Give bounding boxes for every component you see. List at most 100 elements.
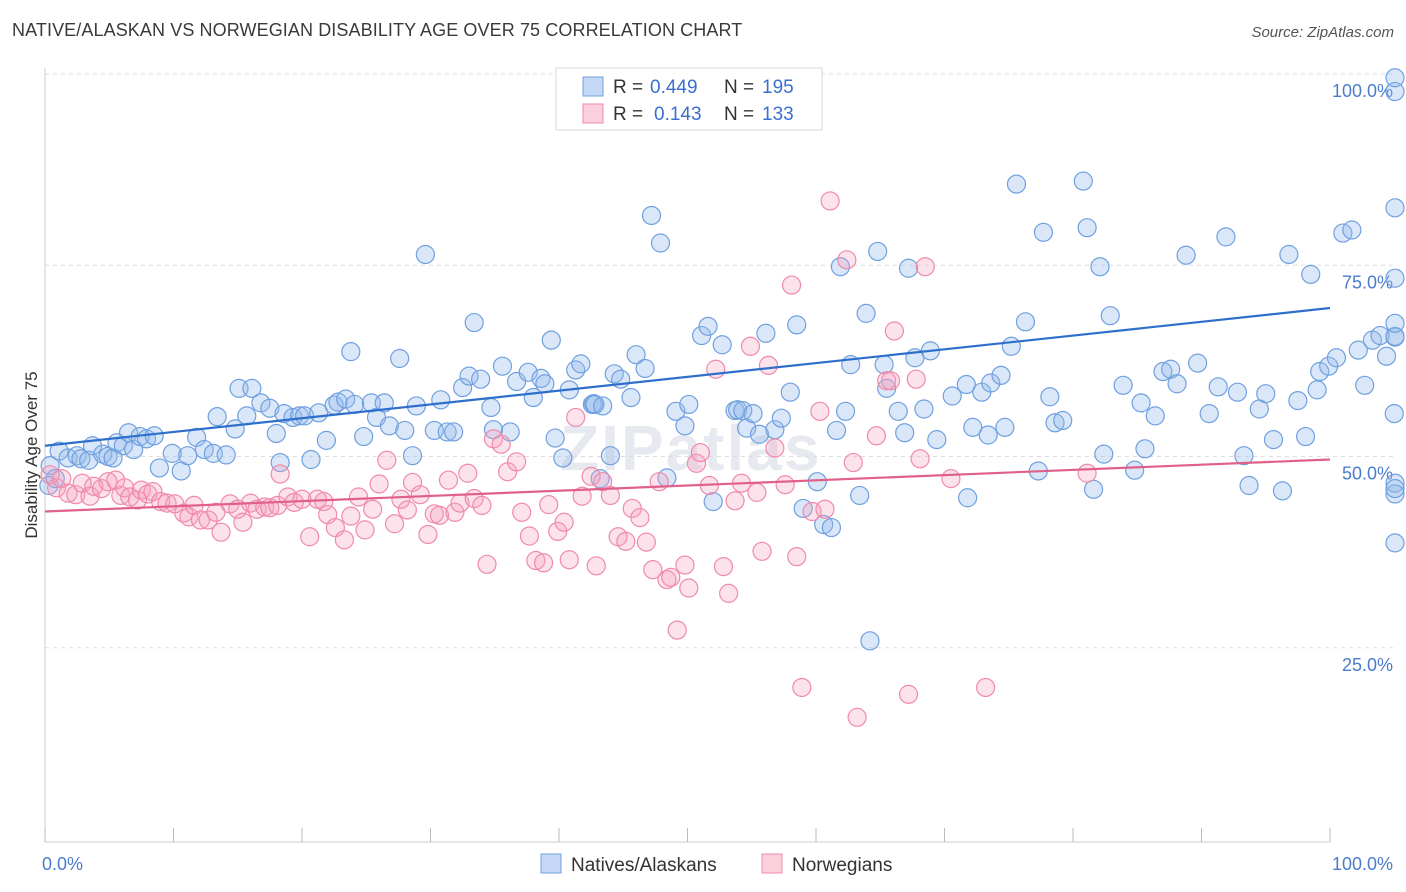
point-norwegians [127,490,148,510]
point-natives-alaskans [787,315,807,335]
series-legend: Natives/Alaskans Norwegians [540,853,892,876]
point-norwegians [355,520,375,540]
point-natives-alaskans [453,377,473,398]
point-norwegians [667,620,687,640]
point-natives-alaskans [728,400,748,420]
point-norwegians [815,499,835,519]
point-natives-alaskans [379,416,399,436]
y-tick-label: 50.0% [1342,464,1393,484]
point-natives-alaskans [1001,336,1021,356]
point-norwegians [472,495,492,515]
point-natives-alaskans [336,389,356,409]
point-natives-alaskans [1015,312,1036,332]
x-tick-label-max: 100.0% [1332,854,1393,874]
point-norwegians [206,502,226,522]
point-natives-alaskans [341,342,361,362]
point-norwegians [438,470,459,490]
point-norwegians [391,489,411,509]
point-norwegians [539,495,559,515]
point-norwegians [519,526,540,546]
point-natives-alaskans [1176,245,1196,265]
point-natives-alaskans [481,397,501,418]
point-natives-alaskans [260,398,280,418]
point-natives-alaskans [743,404,763,424]
bottom-legend-label-natives: Natives/Alaskans [571,855,717,876]
point-natives-alaskans [1006,174,1027,194]
point-natives-alaskans [963,417,983,437]
point-norwegians [190,510,211,530]
watermark: ZIPatlas [560,412,821,484]
point-norwegians [402,472,423,493]
point-norwegians [976,677,996,698]
point-natives-alaskans [1342,220,1362,240]
point-norwegians [787,547,807,567]
point-natives-alaskans [675,416,695,436]
point-norwegians [941,469,961,489]
point-norwegians [810,401,830,421]
point-norwegians [211,522,231,542]
point-norwegians [636,532,656,552]
point-natives-alaskans [635,358,655,379]
point-natives-alaskans [600,446,621,466]
point-norwegians [429,505,450,525]
point-norwegians [174,503,194,523]
point-natives-alaskans [1033,222,1054,242]
point-natives-alaskans [207,407,227,427]
legend-r-value-2: 0.143 [654,104,702,125]
point-norwegians [179,507,199,527]
point-norwegians [512,502,532,522]
point-norwegians [80,486,100,506]
point-natives-alaskans [162,443,182,463]
point-norwegians [458,463,478,483]
point-natives-alaskans [895,423,915,443]
point-natives-alaskans [1199,404,1219,424]
point-norwegians [363,499,383,519]
point-natives-alaskans [621,387,641,408]
point-natives-alaskans [531,368,551,389]
point-natives-alaskans [553,448,573,468]
point-norwegians [377,450,397,470]
point-natives-alaskans [1326,348,1347,368]
point-natives-alaskans [1125,460,1145,480]
point-natives-alaskans [1263,430,1284,450]
point-norwegians [566,407,586,428]
point-natives-alaskans [301,449,321,470]
point-natives-alaskans [1077,218,1097,238]
point-norwegians [884,321,904,341]
point-norwegians [143,482,163,502]
point-natives-alaskans [571,354,591,374]
point-natives-alaskans [471,369,491,389]
point-norwegians [820,191,840,211]
trend-line-norwegians [44,458,1331,513]
point-natives-alaskans [541,330,561,350]
point-natives-alaskans [103,448,123,468]
point-norwegians [341,506,361,526]
point-natives-alaskans [1288,390,1308,411]
point-norwegians [1077,463,1097,483]
point-natives-alaskans [1370,325,1390,346]
point-natives-alaskans [1385,268,1405,288]
point-norwegians [675,555,695,575]
point-natives-alaskans [1385,198,1405,218]
point-natives-alaskans [242,378,262,398]
point-natives-alaskans [780,382,800,402]
point-natives-alaskans [593,396,613,416]
point-natives-alaskans [860,631,880,651]
point-natives-alaskans [1094,444,1114,464]
point-natives-alaskans [402,446,423,466]
legend-n-value-2: 133 [762,104,794,125]
point-natives-alaskans [888,401,908,421]
point-norwegians [781,275,802,295]
point-norwegians [747,482,767,502]
point-natives-alaskans [444,422,464,442]
point-natives-alaskans [535,374,555,394]
point-natives-alaskans [898,258,919,278]
legend-n-label-1: N = [724,77,754,98]
point-natives-alaskans [835,401,856,421]
point-norwegians [866,426,886,446]
x-ticks [44,828,1331,842]
point-natives-alaskans [814,514,834,535]
point-natives-alaskans [1090,257,1110,277]
point-natives-alaskans [187,427,207,447]
